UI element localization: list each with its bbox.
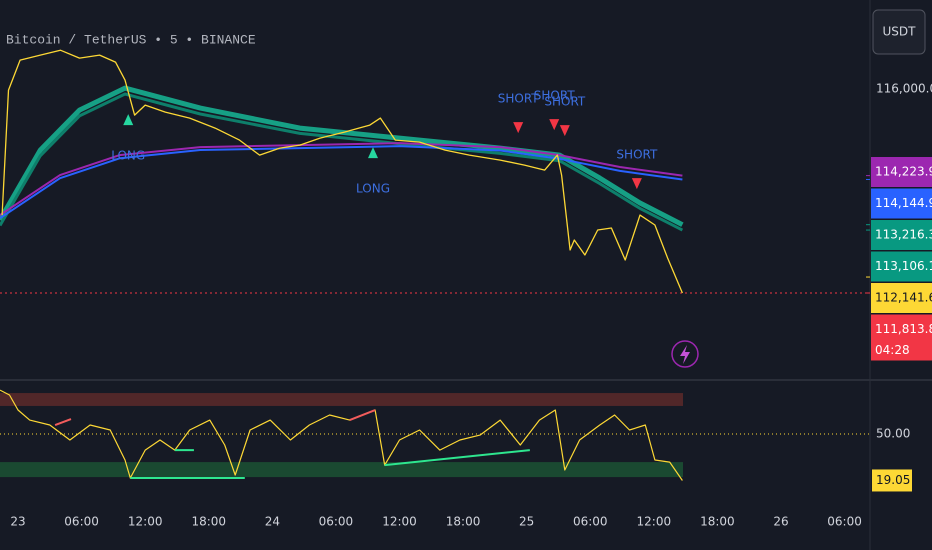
signal-marker	[631, 178, 642, 190]
rsi-zone	[0, 462, 683, 478]
divergence-line	[349, 409, 376, 421]
signal-marker	[513, 122, 524, 134]
signal-label: LONG	[356, 182, 390, 196]
series-line	[0, 85, 684, 227]
y-tick-label: 50.00	[876, 427, 910, 441]
signal-label: SHORT	[616, 148, 658, 162]
chart-title: Bitcoin / TetherUS • 5 • BINANCE	[6, 32, 256, 47]
series-line	[0, 145, 683, 220]
price-marker	[871, 220, 932, 250]
x-tick-label: 23	[10, 515, 25, 529]
x-tick-label: 06:00	[827, 515, 862, 529]
alert-bolt	[680, 345, 690, 364]
series-line	[0, 389, 683, 481]
x-tick-label: 06:00	[573, 515, 608, 529]
price-marker	[871, 188, 932, 219]
price-marker-label: 114,223.91	[875, 165, 932, 179]
price-marker	[871, 283, 932, 313]
price-marker	[871, 314, 932, 361]
rsi-value-label: 19.05	[876, 473, 910, 487]
y-tick-label: 116,000.00	[876, 82, 932, 96]
signal-label: SHORT	[498, 92, 540, 106]
x-tick-label: 18:00	[446, 515, 481, 529]
price-marker	[871, 251, 932, 282]
price-marker-label: 112,141.67	[875, 291, 932, 305]
signal-label: LONG	[111, 149, 145, 163]
x-tick-label: 12:00	[637, 515, 672, 529]
x-tick-label: 12:00	[382, 515, 417, 529]
alert-icon[interactable]	[671, 340, 699, 368]
series-line	[0, 92, 684, 232]
series-line	[1, 49, 683, 294]
x-tick-label: 18:00	[191, 515, 226, 529]
price-marker-label: 113,216.36	[875, 228, 932, 242]
x-tick-label: 24	[265, 515, 280, 529]
x-tick-label: 06:00	[319, 515, 354, 529]
signal-marker	[559, 125, 570, 137]
currency-button[interactable]	[872, 9, 926, 55]
signal-label: SHORT	[534, 89, 576, 103]
x-tick-label: 18:00	[700, 515, 735, 529]
x-tick-label: 12:00	[128, 515, 163, 529]
rsi-value-tag	[872, 469, 912, 492]
price-marker-label: 111,813.89	[875, 322, 932, 336]
currency-label[interactable]: USDT	[883, 25, 917, 39]
price-marker	[871, 157, 932, 187]
rsi-zone	[0, 393, 683, 406]
x-tick-label: 26	[773, 515, 788, 529]
signal-marker	[549, 119, 560, 131]
price-marker-label: 113,106.12	[875, 259, 932, 273]
signal-marker	[368, 147, 379, 159]
signal-label: SHORT	[544, 95, 586, 109]
divergence-line	[384, 449, 530, 467]
divergence-line	[54, 418, 72, 426]
series-line	[0, 142, 683, 216]
countdown-label: 04:28	[875, 343, 910, 357]
price-marker-label: 114,144.92	[875, 196, 932, 210]
signal-marker	[123, 114, 134, 126]
x-tick-label: 06:00	[64, 515, 99, 529]
x-tick-label: 25	[519, 515, 534, 529]
